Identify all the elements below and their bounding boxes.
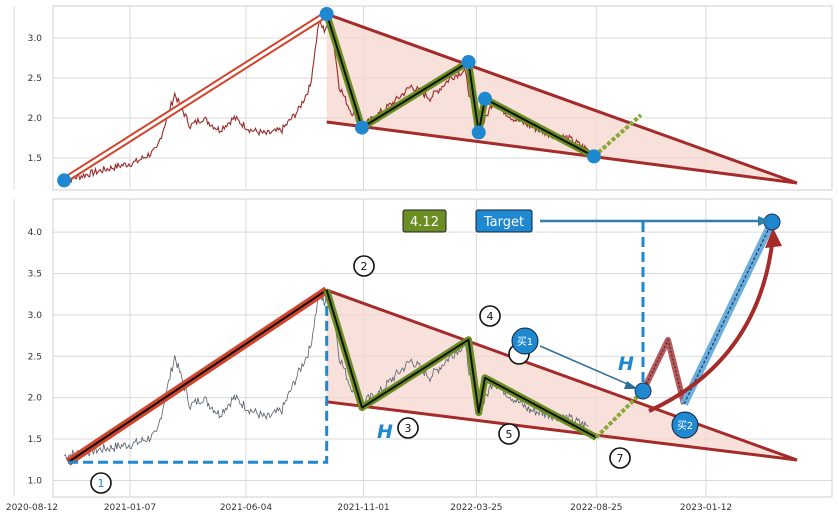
buy2-label: 买2 [677, 420, 693, 432]
lower-y-tick-label: 2.0 [28, 394, 43, 404]
upper-rise-line-inner [63, 12, 328, 182]
upper-y-tick-labels: 1.5 2.0 2.5 3.0 [28, 34, 43, 164]
pattern-point-badge [90, 472, 112, 494]
upper-y-tick-label: 1.5 [28, 154, 42, 164]
upper-pattern-point [57, 173, 72, 188]
lower-y-tick-label: 3.5 [28, 270, 42, 280]
x-tick-label: 2021-06-04 [220, 503, 273, 513]
pattern-point-badge [498, 423, 520, 445]
lower-curved-arrow [648, 235, 775, 413]
pattern-point-label: 5 [506, 428, 513, 441]
upper-panel: 1.5 2.0 2.5 3.0 [13, 5, 833, 191]
upper-y-tick-label: 2.5 [28, 74, 42, 84]
upper-y-tick-label: 2.0 [28, 114, 43, 124]
lower-y-tick-labels: 1.0 1.5 2.0 2.5 3.0 3.5 4.0 [28, 228, 43, 486]
upper-pattern-point [477, 91, 492, 106]
upper-pattern-point [471, 125, 486, 140]
x-tick-labels: 2020-08-12 2021-01-07 2021-06-04 2021-11-01… [6, 503, 732, 513]
target-label: Target [483, 215, 524, 230]
lower-breakout-line [594, 389, 645, 439]
pattern-point-badge [397, 417, 419, 439]
target-arrow-head [758, 216, 770, 226]
upper-pattern-point [586, 149, 601, 164]
lower-breakout-marker [634, 382, 652, 400]
lower-y-tick-label: 1.5 [28, 435, 42, 445]
height-label-left: H [377, 421, 393, 443]
target-label-box [475, 209, 533, 233]
buy1-badge [511, 327, 539, 355]
lower-target-line-inner [683, 221, 773, 405]
x-tick-label: 2023-01-12 [680, 503, 732, 513]
pattern-point-label: 3 [405, 422, 412, 435]
upper-support-line [326, 120, 798, 185]
lower-y-tick-label: 2.5 [28, 352, 42, 362]
lower-annotations: 1 2 3 4 5 7 H H 4.12 Target 买1 买2 [90, 209, 770, 494]
lower-zigzag-inner [325, 289, 597, 439]
lower-y-tick-label: 4.0 [28, 228, 43, 238]
upper-zigzag-inner [325, 13, 595, 158]
pattern-point-label: 7 [617, 452, 624, 465]
lower-pattern-overlay [65, 213, 798, 466]
lower-panel: 1.0 1.5 2.0 2.5 3.0 3.5 4.0 2020-08-12 2021-01-… [6, 198, 833, 513]
lower-curved-arrow-head [765, 228, 782, 248]
lower-y-tick-label: 1.0 [28, 476, 43, 486]
buy2-badge [671, 411, 699, 439]
upper-pattern-point [319, 7, 334, 21]
x-tick-label: 2022-08-25 [570, 503, 622, 513]
pattern-point-label: 1 [98, 477, 105, 490]
x-tick-label: 2020-08-12 [6, 503, 58, 513]
pattern-point-label: 2 [361, 260, 368, 273]
pattern-point-badge [353, 255, 375, 277]
price-label: 4.12 [410, 215, 439, 230]
upper-pattern-overlay [57, 7, 798, 188]
lower-rise-line-inner [67, 289, 328, 464]
buy1-arrow-line [539, 345, 633, 387]
upper-y-tick-label: 3.0 [28, 34, 43, 44]
x-tick-label: 2022-03-25 [450, 503, 502, 513]
price-label-box [402, 209, 447, 233]
upper-breakout-line [592, 113, 643, 158]
lower-resistance-line [326, 288, 798, 462]
pattern-point-badge [609, 447, 631, 469]
buy1-label: 买1 [517, 336, 533, 348]
pattern-point-label: 4 [487, 310, 494, 323]
x-tick-label: 2021-01-07 [104, 503, 156, 513]
lower-support-line [326, 400, 798, 462]
lower-y-tick-label: 3.0 [28, 311, 43, 321]
upper-resistance-line [326, 12, 798, 185]
upper-pattern-point [354, 120, 369, 135]
upper-pattern-point [461, 55, 476, 69]
lower-height-measure-left [68, 290, 329, 464]
buy1-arrow-head [624, 381, 638, 389]
lower-pullback-inner [642, 338, 685, 405]
height-label-right: H [618, 353, 634, 375]
x-tick-label: 2021-11-01 [337, 503, 389, 513]
pattern-point-badge [479, 305, 501, 327]
